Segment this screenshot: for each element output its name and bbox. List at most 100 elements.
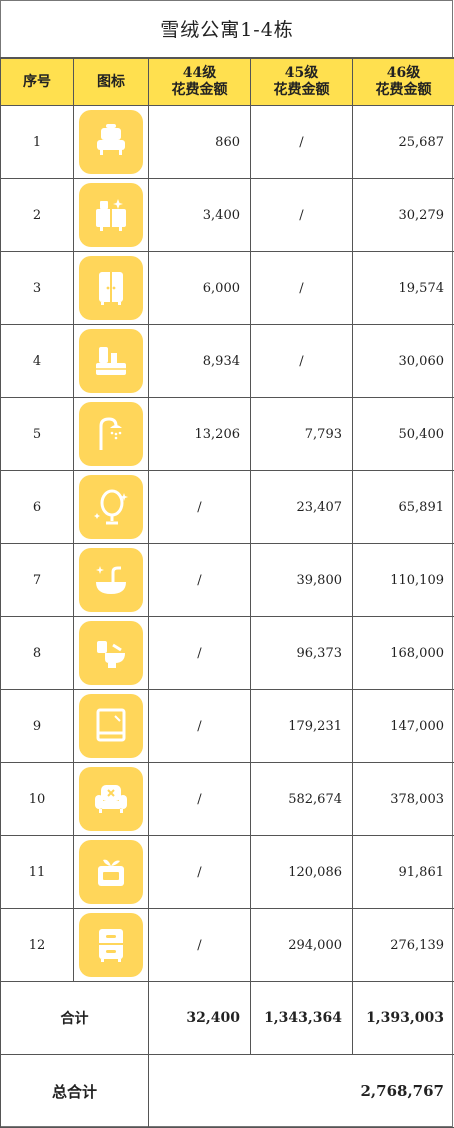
sheet-title: 雪绒公寓1-4栋 — [0, 0, 454, 58]
cost-46: 91,861 — [352, 835, 454, 909]
table-row: 5 13,206 7,793 50,400 — [0, 397, 454, 471]
table-row: 4 8,934/30,060 — [0, 324, 454, 398]
subtotal-46: 1,393,003 — [352, 981, 454, 1055]
row-index: 9 — [0, 689, 74, 763]
cabinet-sparkle-icon — [79, 183, 143, 247]
cost-44: / — [148, 762, 251, 836]
cost-46: 378,003 — [352, 762, 454, 836]
row-index: 10 — [0, 762, 74, 836]
cost-45: 120,086 — [250, 835, 353, 909]
header-level-46: 46级 花费金额 — [352, 58, 454, 106]
row-index: 4 — [0, 324, 74, 398]
cost-46: 276,139 — [352, 908, 454, 982]
subtotal-row: 合计 32,400 1,343,364 1,393,003 — [0, 981, 454, 1055]
table-row: 6 /23,407 65,891 — [0, 470, 454, 544]
cost-45: 179,231 — [250, 689, 353, 763]
sofa-icon — [79, 110, 143, 174]
row-index: 12 — [0, 908, 74, 982]
table-row: 11 /120,086 91,861 — [0, 835, 454, 909]
cost-46: 19,574 — [352, 251, 454, 325]
row-icon-cell — [73, 470, 149, 544]
row-index: 8 — [0, 616, 74, 690]
cost-45: / — [250, 251, 353, 325]
picture-frame-icon — [79, 694, 143, 758]
cost-45: 96,373 — [250, 616, 353, 690]
row-index: 3 — [0, 251, 74, 325]
grand-total-value: 2,768,767 — [148, 1054, 454, 1128]
subtotal-label: 合计 — [0, 981, 149, 1055]
row-index: 7 — [0, 543, 74, 617]
header-row: 序号 图标 44级 花费金额 45级 花费金额 46级 花费金额 — [0, 58, 454, 106]
table-row: 3 6,000/19,574 — [0, 251, 454, 325]
kitchen-icon — [79, 329, 143, 393]
row-icon-cell — [73, 251, 149, 325]
cost-45: / — [250, 178, 353, 252]
subtotal-44: 32,400 — [148, 981, 251, 1055]
table-row: 7 /39,800 110,109 — [0, 543, 454, 617]
table-row: 10 /582,674 378,003 — [0, 762, 454, 836]
row-icon-cell — [73, 543, 149, 617]
cost-44: / — [148, 543, 251, 617]
row-index: 1 — [0, 105, 74, 179]
row-index: 11 — [0, 835, 74, 909]
cost-46: 30,060 — [352, 324, 454, 398]
wardrobe-icon — [79, 256, 143, 320]
table-row: 1 860/25,687 — [0, 105, 454, 179]
row-icon-cell — [73, 689, 149, 763]
cost-44: / — [148, 470, 251, 544]
armchair-icon — [79, 767, 143, 831]
cost-45: 582,674 — [250, 762, 353, 836]
drawer-icon — [79, 913, 143, 977]
row-icon-cell — [73, 908, 149, 982]
cost-44: 6,000 — [148, 251, 251, 325]
header-index: 序号 — [0, 58, 74, 106]
grand-total-label: 总合计 — [0, 1054, 149, 1128]
shower-icon — [79, 402, 143, 466]
cost-44: 13,206 — [148, 397, 251, 471]
cost-44: / — [148, 616, 251, 690]
cost-45: 23,407 — [250, 470, 353, 544]
toilet-icon — [79, 621, 143, 685]
row-icon-cell — [73, 324, 149, 398]
cost-44: / — [148, 908, 251, 982]
cost-44: / — [148, 835, 251, 909]
cost-46: 168,000 — [352, 616, 454, 690]
cost-45: / — [250, 324, 353, 398]
row-icon-cell — [73, 105, 149, 179]
cost-table: 序号 图标 44级 花费金额 45级 花费金额 46级 花费金额 1 860/25,68… — [0, 58, 454, 1128]
row-index: 2 — [0, 178, 74, 252]
cost-46: 110,109 — [352, 543, 454, 617]
cost-44: 860 — [148, 105, 251, 179]
mirror-icon — [79, 475, 143, 539]
cost-45: 39,800 — [250, 543, 353, 617]
row-icon-cell — [73, 397, 149, 471]
washbasin-icon — [79, 548, 143, 612]
row-index: 5 — [0, 397, 74, 471]
table-row: 8 /96,373 168,000 — [0, 616, 454, 690]
row-index: 6 — [0, 470, 74, 544]
cost-45: / — [250, 105, 353, 179]
cost-45: 7,793 — [250, 397, 353, 471]
cost-44: / — [148, 689, 251, 763]
cost-46: 65,891 — [352, 470, 454, 544]
fruit-box-icon — [79, 840, 143, 904]
header-icon: 图标 — [73, 58, 149, 106]
cost-45: 294,000 — [250, 908, 353, 982]
grand-total-row: 总合计 2,768,767 — [0, 1054, 454, 1128]
row-icon-cell — [73, 762, 149, 836]
header-level-45: 45级 花费金额 — [250, 58, 353, 106]
row-icon-cell — [73, 178, 149, 252]
subtotal-45: 1,343,364 — [250, 981, 353, 1055]
cost-46: 30,279 — [352, 178, 454, 252]
row-icon-cell — [73, 835, 149, 909]
table-row: 12 /294,000 276,139 — [0, 908, 454, 982]
header-level-44: 44级 花费金额 — [148, 58, 251, 106]
cost-44: 8,934 — [148, 324, 251, 398]
table-row: 2 3,400/30,279 — [0, 178, 454, 252]
cost-46: 50,400 — [352, 397, 454, 471]
cost-44: 3,400 — [148, 178, 251, 252]
cost-46: 25,687 — [352, 105, 454, 179]
cost-46: 147,000 — [352, 689, 454, 763]
row-icon-cell — [73, 616, 149, 690]
table-row: 9 /179,231 147,000 — [0, 689, 454, 763]
